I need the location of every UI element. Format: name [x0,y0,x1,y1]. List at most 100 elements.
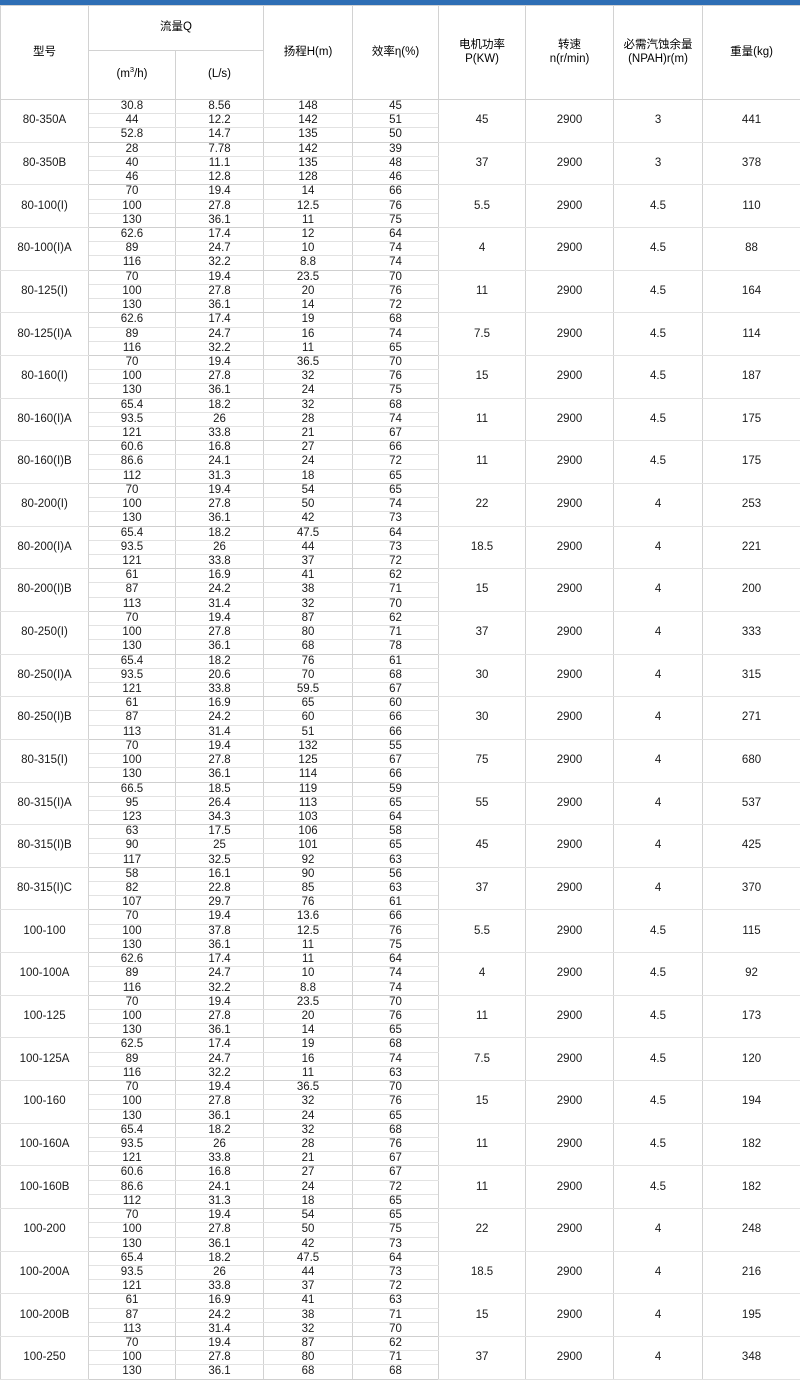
cell-head: 24 [264,1180,353,1194]
cell-model: 100-200 [1,1209,89,1252]
cell-npsh: 4.5 [614,995,703,1038]
cell-flow-ls: 27.8 [176,754,264,768]
cell-efficiency: 67 [353,1166,439,1180]
cell-efficiency: 63 [353,1066,439,1080]
cell-flow-m3h: 116 [89,256,176,270]
cell-head: 113 [264,796,353,810]
cell-flow-ls: 26 [176,540,264,554]
cell-head: 32 [264,370,353,384]
cell-flow-ls: 27.8 [176,498,264,512]
cell-weight: 114 [703,313,800,356]
cell-flow-ls: 36.1 [176,1365,264,1379]
cell-flow-m3h: 123 [89,810,176,824]
flow-m3h-base: (m [116,68,129,80]
cell-weight: 164 [703,270,800,313]
cell-flow-ls: 16.1 [176,867,264,881]
cell-efficiency: 55 [353,739,439,753]
cell-head: 37 [264,555,353,569]
cell-efficiency: 76 [353,370,439,384]
cell-head: 27 [264,1166,353,1180]
cell-head: 135 [264,128,353,142]
col-header-npsh: 必需汽蚀余量 (NPAH)r(m) [614,6,703,100]
cell-speed: 2900 [526,1081,614,1124]
cell-flow-m3h: 113 [89,725,176,739]
cell-flow-m3h: 30.8 [89,100,176,114]
cell-efficiency: 45 [353,100,439,114]
cell-efficiency: 68 [353,668,439,682]
cell-efficiency: 71 [353,583,439,597]
cell-efficiency: 68 [353,1365,439,1379]
cell-npsh: 4.5 [614,953,703,996]
cell-flow-ls: 24.2 [176,711,264,725]
cell-flow-m3h: 116 [89,1066,176,1080]
cell-head: 23.5 [264,995,353,1009]
cell-efficiency: 76 [353,1137,439,1151]
cell-model: 80-250(I) [1,611,89,654]
cell-flow-m3h: 65.4 [89,1123,176,1137]
cell-flow-m3h: 58 [89,867,176,881]
cell-flow-m3h: 100 [89,370,176,384]
cell-efficiency: 64 [353,953,439,967]
cell-flow-m3h: 87 [89,1308,176,1322]
cell-flow-ls: 19.4 [176,995,264,1009]
cell-model: 80-200(I)A [1,526,89,569]
cell-efficiency: 71 [353,1351,439,1365]
cell-efficiency: 70 [353,597,439,611]
cell-speed: 2900 [526,654,614,697]
cell-flow-m3h: 121 [89,1152,176,1166]
cell-model: 100-100 [1,910,89,953]
cell-efficiency: 70 [353,1081,439,1095]
cell-efficiency: 66 [353,185,439,199]
cell-flow-m3h: 100 [89,754,176,768]
cell-efficiency: 66 [353,441,439,455]
cell-flow-m3h: 82 [89,882,176,896]
cell-efficiency: 65 [353,1109,439,1123]
cell-power: 11 [439,398,526,441]
cell-flow-ls: 24.1 [176,1180,264,1194]
cell-head: 76 [264,654,353,668]
cell-flow-m3h: 93.5 [89,1137,176,1151]
cell-model: 100-160 [1,1081,89,1124]
cell-flow-ls: 34.3 [176,810,264,824]
flow-m3h-tail: /h) [134,68,147,80]
cell-head: 41 [264,1294,353,1308]
cell-weight: 194 [703,1081,800,1124]
cell-power: 22 [439,1209,526,1252]
cell-efficiency: 67 [353,754,439,768]
cell-head: 38 [264,583,353,597]
cell-power: 15 [439,569,526,612]
cell-flow-m3h: 61 [89,569,176,583]
cell-speed: 2900 [526,398,614,441]
cell-flow-ls: 33.8 [176,1280,264,1294]
col-header-speed-line2: n(r/min) [528,53,611,66]
cell-power: 15 [439,1081,526,1124]
cell-weight: 175 [703,398,800,441]
cell-head: 19 [264,313,353,327]
cell-power: 11 [439,270,526,313]
cell-flow-m3h: 130 [89,512,176,526]
cell-flow-ls: 24.7 [176,967,264,981]
cell-flow-ls: 33.8 [176,682,264,696]
cell-flow-m3h: 70 [89,1337,176,1351]
cell-power: 11 [439,1123,526,1166]
cell-head: 21 [264,427,353,441]
cell-head: 14 [264,1024,353,1038]
col-header-speed: 转速 n(r/min) [526,6,614,100]
cell-speed: 2900 [526,1166,614,1209]
cell-efficiency: 60 [353,697,439,711]
cell-flow-ls: 18.2 [176,398,264,412]
col-header-model: 型号 [1,6,89,100]
cell-efficiency: 74 [353,242,439,256]
cell-head: 114 [264,768,353,782]
cell-flow-ls: 31.4 [176,1322,264,1336]
cell-flow-ls: 19.4 [176,1337,264,1351]
